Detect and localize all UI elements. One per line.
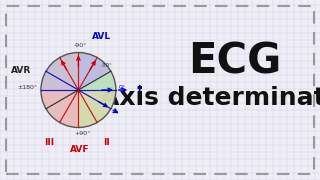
Text: AVR: AVR [11,66,32,75]
Text: -90°: -90° [73,43,86,48]
Text: Axis determination: Axis determination [100,86,320,110]
Wedge shape [41,90,78,127]
Wedge shape [78,71,116,127]
Text: -30°: -30° [101,63,113,68]
Text: III: III [44,138,54,147]
Text: AVF: AVF [70,145,90,154]
Text: I: I [137,86,140,94]
Wedge shape [78,53,111,90]
Wedge shape [78,90,116,127]
Text: II: II [103,138,110,147]
Wedge shape [41,53,78,90]
Text: 0°: 0° [119,84,126,89]
Text: AVL: AVL [92,32,111,41]
Text: ECG: ECG [188,41,282,83]
Text: ±180°: ±180° [17,85,37,90]
Text: +90°: +90° [75,131,91,136]
